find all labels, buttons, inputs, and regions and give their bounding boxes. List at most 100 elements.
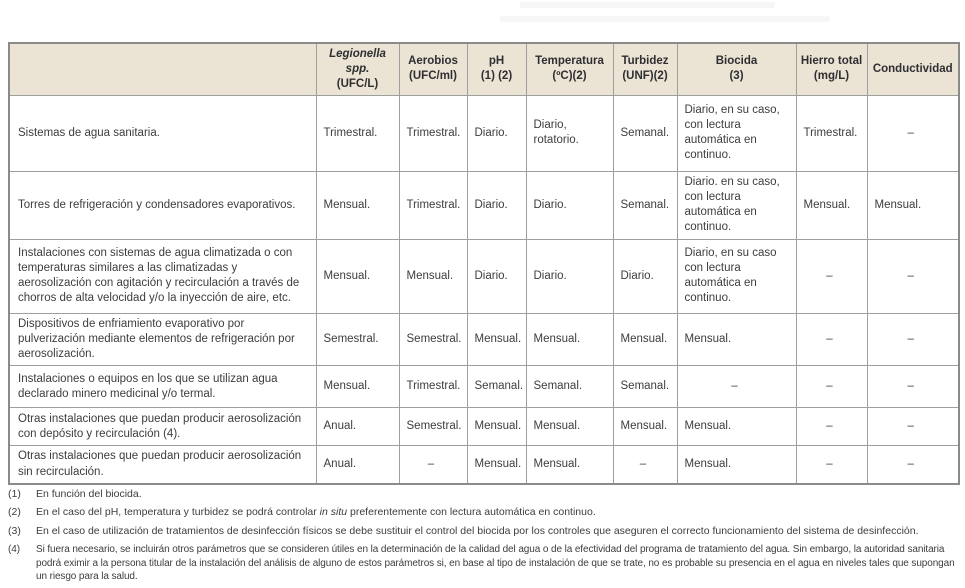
column-header-aerobios: Aerobios (UFC/ml) bbox=[398, 42, 468, 96]
table-cell-legionella: Semestral. bbox=[315, 312, 400, 367]
row-label: Instalaciones o equipos en los que se ut… bbox=[8, 365, 317, 409]
table-row: Otras instalaciones que puedan producir … bbox=[8, 445, 960, 485]
table-cell-legionella: Anual. bbox=[315, 407, 400, 447]
column-header-line: Hierro total bbox=[800, 55, 863, 68]
footnote: (3) En el caso de utilización de tratamie… bbox=[8, 525, 956, 539]
table-cell-temperatura: Mensual. bbox=[525, 312, 614, 367]
column-header-line: Conductividad bbox=[872, 62, 953, 75]
table-cell-conductividad: – bbox=[866, 445, 960, 485]
faint-header-text-artifact bbox=[520, 2, 775, 8]
column-header-line: (3) bbox=[729, 70, 744, 83]
footnote: (4) Si fuera necesario, se incluirán otro… bbox=[8, 543, 956, 584]
column-header-line: (1) (2) bbox=[480, 70, 513, 83]
table-row: Sistemas de agua sanitaria. Trimestral. Tr… bbox=[8, 94, 960, 172]
row-label: Sistemas de agua sanitaria. bbox=[8, 94, 317, 172]
column-header-conductividad: Conductividad bbox=[866, 42, 960, 96]
table-cell-hierro-total: – bbox=[795, 407, 868, 447]
footnote-text: Si fuera necesario, se incluirán otros p… bbox=[36, 544, 955, 583]
column-header-line: Legionella spp. bbox=[329, 48, 386, 75]
column-header-legionella: Legionella spp. (UFC/L) bbox=[315, 42, 400, 96]
table-cell-ph: Diario. bbox=[466, 238, 527, 314]
table-cell-biocida: – bbox=[676, 365, 797, 409]
monitoring-frequency-table-container: Legionella spp. (UFC/L) Aerobios (UFC/ml) pH… bbox=[8, 42, 960, 485]
footnote-number: (3) bbox=[8, 524, 21, 537]
table-cell-hierro-total: Mensual. bbox=[795, 170, 868, 240]
monitoring-frequency-table: Legionella spp. (UFC/L) Aerobios (UFC/ml) pH… bbox=[8, 42, 960, 485]
table-cell-turbidez: Semanal. bbox=[612, 170, 678, 240]
table-cell-temperatura: Mensual. bbox=[525, 445, 614, 485]
column-header-biocida: Biocida (3) bbox=[676, 42, 797, 96]
table-cell-turbidez: Semanal. bbox=[612, 94, 678, 172]
row-label: Torres de refrigeración y condensadores … bbox=[8, 170, 317, 240]
table-cell-ph: Semanal. bbox=[466, 365, 527, 409]
row-label: Dispositivos de enfriamiento evaporativo… bbox=[8, 312, 317, 367]
table-cell-aerobios: Trimestral. bbox=[398, 170, 468, 240]
table-cell-biocida: Diario, en su caso, con lectura automáti… bbox=[676, 94, 797, 172]
column-header-line: (UFC/L) bbox=[336, 77, 379, 90]
column-header-line: pH bbox=[488, 55, 505, 68]
table-cell-temperatura: Mensual. bbox=[525, 407, 614, 447]
table-cell-biocida: Diario, en su caso con lectura automátic… bbox=[676, 238, 797, 314]
table-cell-legionella: Mensual. bbox=[315, 365, 400, 409]
footnote: (1) En función del biocida. bbox=[8, 488, 956, 502]
table-cell-conductividad: – bbox=[866, 238, 960, 314]
table-cell-ph: Diario. bbox=[466, 94, 527, 172]
table-cell-ph: Mensual. bbox=[466, 407, 527, 447]
table-cell-temperatura: Diario, rotatorio. bbox=[525, 94, 614, 172]
column-header-line: (mg/L) bbox=[813, 70, 850, 83]
table-cell-legionella: Anual. bbox=[315, 445, 400, 485]
table-cell-legionella: Trimestral. bbox=[315, 94, 400, 172]
table-cell-biocida: Mensual. bbox=[676, 312, 797, 367]
table-cell-hierro-total: Trimestral. bbox=[795, 94, 868, 172]
column-header-line: Biocida bbox=[715, 55, 758, 68]
table-cell-hierro-total: – bbox=[795, 445, 868, 485]
table-cell-turbidez: Mensual. bbox=[612, 407, 678, 447]
table-cell-conductividad: – bbox=[866, 94, 960, 172]
table-row: Otras instalaciones que puedan producir … bbox=[8, 407, 960, 447]
table-cell-biocida: Mensual. bbox=[676, 407, 797, 447]
table-cell-aerobios: Trimestral. bbox=[398, 365, 468, 409]
table-row: Instalaciones o equipos en los que se ut… bbox=[8, 365, 960, 409]
faint-header-text-artifact bbox=[500, 16, 830, 22]
column-header-temperatura: Temperatura (ºC)(2) bbox=[525, 42, 614, 96]
footnote-text: En el caso de utilización de tratamiento… bbox=[36, 524, 919, 537]
row-label: Otras instalaciones que puedan producir … bbox=[8, 407, 317, 447]
table-cell-biocida: Diario. en su caso, con lectura automáti… bbox=[676, 170, 797, 240]
table-cell-legionella: Mensual. bbox=[315, 170, 400, 240]
footnote-text: En función del biocida. bbox=[36, 488, 142, 500]
column-header-line: (UFC/ml) bbox=[409, 70, 457, 83]
table-cell-aerobios: Mensual. bbox=[398, 238, 468, 314]
column-header-turbidez: Turbidez (UNF)(2) bbox=[612, 42, 678, 96]
table-cell-ph: Mensual. bbox=[466, 445, 527, 485]
footnote-text: En el caso del pH, temperatura y turbide… bbox=[36, 506, 596, 519]
table-cell-aerobios: Trimestral. bbox=[398, 94, 468, 172]
table-cell-ph: Mensual. bbox=[466, 312, 527, 367]
footnote: (2) En el caso del pH, temperatura y turb… bbox=[8, 506, 956, 520]
footnotes-section: (1) En función del biocida. (2) En el caso … bbox=[8, 488, 956, 588]
footnote-number: (4) bbox=[8, 544, 20, 556]
table-body: Sistemas de agua sanitaria. Trimestral. Tr… bbox=[8, 94, 960, 485]
column-header-line: (UNF)(2) bbox=[622, 70, 668, 83]
column-header-ph: pH (1) (2) bbox=[466, 42, 527, 96]
table-cell-hierro-total: – bbox=[795, 312, 868, 367]
table-cell-temperatura: Diario. bbox=[525, 170, 614, 240]
table-cell-turbidez: Diario. bbox=[612, 238, 678, 314]
table-header-row: Legionella spp. (UFC/L) Aerobios (UFC/ml) pH… bbox=[8, 42, 960, 96]
table-row: Instalaciones con sistemas de agua clima… bbox=[8, 238, 960, 314]
column-header-line: (ºC)(2) bbox=[552, 70, 587, 83]
column-header-line: Temperatura bbox=[535, 55, 604, 68]
table-cell-temperatura: Semanal. bbox=[525, 365, 614, 409]
table-cell-aerobios: Semestral. bbox=[398, 407, 468, 447]
table-cell-hierro-total: – bbox=[795, 238, 868, 314]
table-row: Torres de refrigeración y condensadores … bbox=[8, 170, 960, 240]
table-cell-hierro-total: – bbox=[795, 365, 868, 409]
table-cell-turbidez: Mensual. bbox=[612, 312, 678, 367]
table-cell-temperatura: Diario. bbox=[525, 238, 614, 314]
table-cell-conductividad: – bbox=[866, 365, 960, 409]
table-cell-legionella: Mensual. bbox=[315, 238, 400, 314]
table-cell-aerobios: – bbox=[398, 445, 468, 485]
row-label: Instalaciones con sistemas de agua clima… bbox=[8, 238, 317, 314]
table-cell-ph: Diario. bbox=[466, 170, 527, 240]
row-label: Otras instalaciones que puedan producir … bbox=[8, 445, 317, 485]
table-cell-turbidez: – bbox=[612, 445, 678, 485]
